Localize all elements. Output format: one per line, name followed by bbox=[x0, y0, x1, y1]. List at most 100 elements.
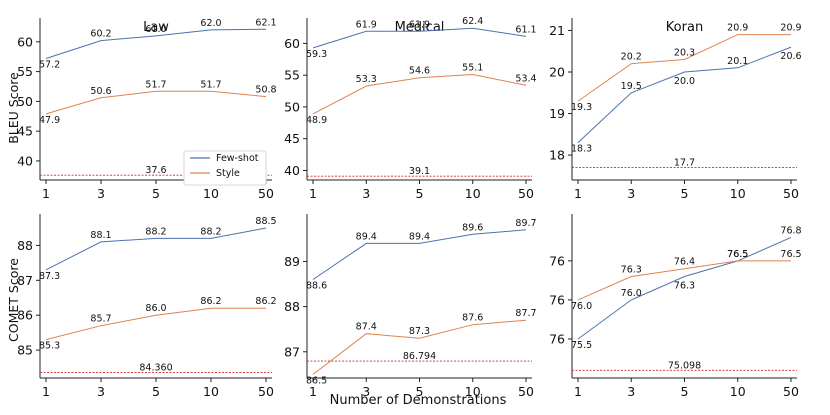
chart-comet-law: 85 86 87 88 1 3 5 10 50 84.360 87.3 88.1 88.2 88.2 88.… bbox=[17, 214, 277, 399]
bleu-law-style-data-label: 47.9 bbox=[39, 115, 60, 126]
comet-law-style-data-label: 86.2 bbox=[200, 296, 221, 307]
comet-koran-ytick-label: 76 bbox=[549, 292, 565, 307]
bleu-koran-few-shot-data-label: 20.1 bbox=[727, 56, 748, 67]
bleu-koran-ytick-label: 21 bbox=[549, 23, 565, 38]
bleu-medical-ytick-label: 40 bbox=[284, 163, 300, 178]
bleu-medical-few-shot-data-label: 61.1 bbox=[515, 24, 536, 35]
comet-y-axis-label: COMET Score bbox=[6, 258, 21, 342]
bleu-koran-few-shot-data-label: 20.6 bbox=[780, 51, 801, 62]
comet-law-ytick-label: 88 bbox=[17, 238, 33, 253]
bleu-law-ytick-label: 50 bbox=[17, 94, 33, 109]
bleu-medical-style-data-label: 53.3 bbox=[356, 74, 377, 85]
bleu-koran-ytick-label: 18 bbox=[549, 148, 565, 163]
bleu-medical-ytick-label: 55 bbox=[284, 68, 300, 83]
bleu-law-xtick-label: 1 bbox=[42, 186, 50, 201]
bleu-law-style-data-label: 51.7 bbox=[145, 79, 166, 90]
comet-medical-few-shot-data-label: 89.7 bbox=[515, 218, 536, 229]
comet-koran-style-data-label: 76.0 bbox=[571, 301, 592, 312]
comet-medical-xtick-label: 5 bbox=[416, 384, 424, 399]
comet-koran-few-shot-data-label: 76.8 bbox=[780, 225, 801, 236]
comet-medical-style-data-label: 87.3 bbox=[409, 326, 430, 337]
bleu-koran-style-data-label: 20.3 bbox=[674, 48, 695, 59]
bleu-medical-few-shot-line bbox=[312, 27, 527, 49]
comet-law-few-shot-line bbox=[45, 227, 267, 271]
x-axis-label: Number of Demonstrations bbox=[330, 393, 507, 408]
legend: Few-shot Style bbox=[183, 150, 267, 186]
comet-koran-ytick-label: 76 bbox=[549, 331, 565, 346]
comet-koran-xtick-label: 1 bbox=[574, 384, 582, 399]
bleu-law-style-line bbox=[45, 90, 267, 115]
comet-medical-few-shot-data-label: 88.6 bbox=[306, 281, 327, 292]
bleu-medical-xtick-label: 3 bbox=[362, 186, 370, 201]
bleu-medical-baseline-label: 39.1 bbox=[409, 166, 430, 177]
bleu-medical-xtick-label: 50 bbox=[518, 186, 534, 201]
bleu-koran-ytick-label: 20 bbox=[549, 65, 565, 80]
legend-style-label: Style bbox=[216, 168, 240, 179]
bleu-medical-few-shot-data-label: 61.9 bbox=[409, 19, 430, 30]
bleu-law-xtick-label: 3 bbox=[97, 186, 105, 201]
bleu-koran-xtick-label: 1 bbox=[574, 186, 582, 201]
comet-koran-style-data-label: 76.3 bbox=[621, 264, 642, 275]
comet-medical-style-line bbox=[312, 319, 527, 375]
comet-koran-few-shot-line bbox=[577, 236, 792, 340]
bleu-law-few-shot-data-label: 60.2 bbox=[90, 29, 111, 40]
chart-comet-medical: 87 88 89 1 3 5 10 50 86.794 88.6 89.4 89.4 89.6 89.7 8… bbox=[284, 214, 537, 399]
bleu-law-xtick-label: 5 bbox=[152, 186, 160, 201]
bleu-koran-few-shot-data-label: 19.5 bbox=[621, 81, 642, 92]
bleu-koran-few-shot-line bbox=[577, 46, 792, 143]
bleu-koran-xtick-label: 5 bbox=[681, 186, 689, 201]
comet-law-xtick-label: 10 bbox=[203, 384, 219, 399]
bleu-koran-baseline-label: 17.7 bbox=[674, 158, 695, 169]
bleu-medical-few-shot-data-label: 61.9 bbox=[356, 19, 377, 30]
bleu-medical-style-data-label: 48.9 bbox=[306, 115, 327, 126]
bleu-medical-ytick-label: 50 bbox=[284, 99, 300, 114]
comet-medical-xtick-label: 1 bbox=[309, 384, 317, 399]
comet-medical-few-shot-data-label: 89.4 bbox=[409, 231, 430, 242]
comet-koran-xtick-label: 10 bbox=[730, 384, 746, 399]
bleu-law-few-shot-data-label: 62.1 bbox=[255, 17, 276, 28]
comet-koran-few-shot-data-label: 76.5 bbox=[727, 249, 748, 260]
comet-koran-few-shot-data-label: 75.5 bbox=[571, 340, 592, 351]
bleu-law-few-shot-data-label: 62.0 bbox=[200, 18, 221, 29]
bleu-medical-style-data-label: 55.1 bbox=[462, 63, 483, 74]
bleu-medical-ytick-label: 60 bbox=[284, 36, 300, 51]
bleu-koran-xtick-label: 3 bbox=[627, 186, 635, 201]
comet-law-few-shot-data-label: 88.2 bbox=[200, 226, 221, 237]
bleu-law-ytick-label: 40 bbox=[17, 153, 33, 168]
bleu-law-baseline-label: 37.6 bbox=[145, 165, 166, 176]
comet-medical-few-shot-data-label: 89.6 bbox=[462, 222, 483, 233]
comet-koran-style-data-label: 76.5 bbox=[780, 249, 801, 260]
bleu-koran-few-shot-data-label: 20.0 bbox=[674, 76, 695, 87]
bleu-law-ytick-label: 60 bbox=[17, 34, 33, 49]
comet-law-few-shot-data-label: 88.1 bbox=[90, 230, 111, 241]
comet-medical-xtick-label: 3 bbox=[362, 384, 370, 399]
bleu-law-few-shot-data-label: 61.0 bbox=[145, 24, 166, 35]
legend-box bbox=[183, 150, 267, 186]
bleu-medical-style-line bbox=[312, 73, 527, 115]
comet-koran-ytick-label: 76 bbox=[549, 253, 565, 268]
comet-koran-xtick-label: 3 bbox=[627, 384, 635, 399]
bleu-medical-xtick-label: 5 bbox=[416, 186, 424, 201]
comet-law-xtick-label: 50 bbox=[258, 384, 274, 399]
comet-medical-style-data-label: 87.7 bbox=[515, 308, 536, 319]
bleu-medical-few-shot-data-label: 59.3 bbox=[306, 49, 327, 60]
bleu-koran-title: Koran bbox=[666, 20, 703, 35]
bleu-law-xtick-label: 50 bbox=[258, 186, 274, 201]
bleu-law-ytick-label: 45 bbox=[17, 124, 33, 139]
comet-law-style-data-label: 86.2 bbox=[255, 296, 276, 307]
bleu-koran-few-shot-data-label: 18.3 bbox=[571, 144, 592, 155]
comet-law-few-shot-data-label: 88.2 bbox=[145, 226, 166, 237]
comet-koran-few-shot-data-label: 76.0 bbox=[621, 288, 642, 299]
bleu-koran-ytick-label: 19 bbox=[549, 106, 565, 121]
bleu-medical-style-data-label: 54.6 bbox=[409, 66, 430, 77]
comet-medical-style-data-label: 87.4 bbox=[356, 322, 377, 333]
comet-law-style-line bbox=[45, 307, 266, 341]
bleu-law-style-data-label: 50.8 bbox=[255, 85, 276, 96]
comet-medical-xtick-label: 10 bbox=[465, 384, 481, 399]
comet-koran-baseline-label: 75.098 bbox=[668, 360, 701, 371]
bleu-koran-style-data-label: 20.9 bbox=[780, 23, 801, 34]
comet-medical-ytick-label: 87 bbox=[284, 344, 300, 359]
